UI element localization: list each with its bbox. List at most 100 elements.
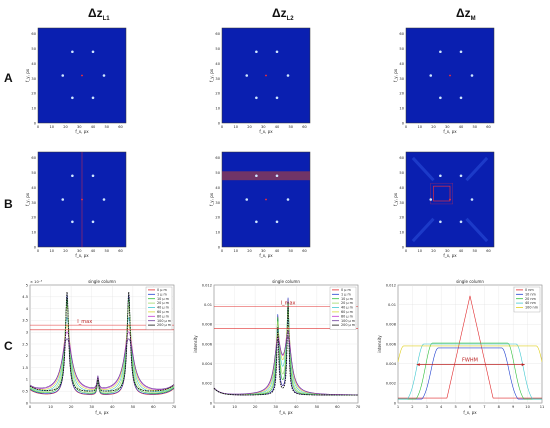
fwhm-label: FWHM — [462, 358, 478, 364]
y-tick-label: 0 — [402, 121, 405, 125]
center-marker — [81, 74, 83, 77]
series-line — [213, 336, 358, 396]
diffraction-spot — [429, 74, 433, 77]
y-tick-label: 60 — [31, 32, 36, 36]
x-tick-label: 30 — [77, 249, 82, 253]
x-axis-label: f_x, px — [443, 253, 457, 258]
y-axis-label: f_y, px — [25, 68, 30, 82]
diffraction-spot — [275, 96, 279, 100]
x-tick-label: 0 — [221, 125, 224, 129]
diffraction-spot — [255, 220, 258, 224]
diffraction-spot — [245, 198, 249, 201]
y-tick-label: 5 — [26, 283, 28, 287]
diffraction-spot — [255, 96, 258, 100]
x-tick-label: 10 — [232, 405, 237, 409]
series-line — [29, 298, 175, 394]
x-tick-label: 10 — [49, 249, 54, 253]
column-header-1: ΔzL1 — [88, 6, 110, 22]
x-tick-label: 10 — [233, 125, 238, 129]
legend-label: 20 nm — [525, 297, 537, 301]
y-tick-label: 0.006 — [386, 342, 397, 346]
legend-label: 200 μ m — [157, 323, 172, 327]
imax-label: I_max — [77, 319, 92, 325]
selection-box — [433, 185, 451, 202]
legend-label: 200 μ m — [341, 323, 356, 327]
x-tick-label: 30 — [445, 249, 450, 253]
center-marker — [265, 74, 267, 77]
chart-3: 1 2 3 4 5 6 7 8 9 10 11 0 0.002 0.004 0.006 0.008 0.01 0.… — [377, 279, 544, 415]
legend-label: 0 nm — [525, 288, 534, 292]
y-tick-label: 50 — [215, 171, 220, 175]
center-marker — [265, 198, 267, 201]
y-tick-label: 20 — [399, 216, 404, 220]
x-tick-label: 60 — [151, 405, 156, 409]
y-tick-label: 60 — [215, 156, 220, 160]
x-tick-label: 9 — [512, 405, 515, 409]
diffraction-spot — [470, 74, 474, 77]
streak — [465, 217, 489, 243]
y-tick-label: 0.004 — [202, 362, 213, 366]
y-tick-label: 60 — [31, 156, 36, 160]
y-tick-label: 60 — [399, 156, 404, 160]
x-axis-label: f_x, px — [259, 129, 273, 134]
legend-label: 10 nm — [525, 292, 537, 296]
x-tick-label: 30 — [273, 405, 278, 409]
x-tick-label: 10 — [48, 405, 53, 409]
y-axis-label: f_y, px — [25, 192, 30, 206]
x-tick-label: 40 — [110, 405, 115, 409]
y-tick-label: 50 — [31, 47, 36, 51]
imax-label: I_max — [281, 301, 296, 307]
series-line — [398, 342, 542, 400]
y-tick-label: 20 — [215, 92, 220, 96]
y-tick-label: 30 — [31, 77, 36, 81]
x-axis-label: f_x, px — [259, 253, 273, 258]
diffraction-spot — [439, 50, 442, 54]
y-tick-label: 0.012 — [386, 283, 396, 287]
y-tick-label: 0 — [210, 401, 213, 405]
legend-label: 1 μ m — [341, 292, 351, 296]
x-tick-label: 60 — [335, 405, 340, 409]
center-marker — [449, 198, 451, 201]
y-axis-label: intensity — [193, 335, 198, 353]
series-line — [29, 324, 175, 391]
y-tick-label: 50 — [215, 47, 220, 51]
chart-title: single column — [272, 279, 300, 284]
y-axis-label: f_y, px — [393, 192, 398, 206]
center-marker — [449, 74, 451, 77]
y-tick-label: 0.004 — [386, 362, 397, 366]
x-axis-label: f_x, px — [75, 253, 89, 258]
y-tick-label: 0.002 — [386, 382, 396, 386]
legend-label: 100 μ m — [341, 319, 356, 323]
selection-box-outer — [430, 182, 453, 205]
series-line — [29, 295, 175, 395]
y-tick-label: 10 — [31, 106, 36, 110]
diffraction-spot — [61, 198, 65, 201]
x-tick-label: 7 — [483, 405, 485, 409]
profile-charts: 0 10 20 30 40 50 60 7000.511.522.533.544.55sing… — [22, 279, 544, 415]
x-tick-label: 4 — [440, 405, 443, 409]
x-tick-label: 0 — [29, 405, 32, 409]
diffraction-spot — [459, 96, 463, 100]
x-tick-label: 40 — [275, 125, 280, 129]
series-line — [29, 294, 175, 395]
y-tick-label: 0.5 — [22, 390, 28, 394]
legend-label: 80 μ m — [341, 314, 354, 318]
selection-band — [222, 171, 310, 181]
x-tick-label: 0 — [405, 125, 408, 129]
image-panel-b2: 00 10 10 20 20 30 30 40 40 50 50 60 60 f_x, px f_y, px — [209, 151, 311, 258]
diffraction-spot — [91, 220, 95, 224]
x-tick-label: 30 — [261, 125, 266, 129]
legend-label: 100 μ m — [157, 319, 172, 323]
diffraction-spot — [71, 174, 74, 178]
y-tick-label: 4 — [26, 307, 29, 311]
y-tick-label: 2.5 — [22, 342, 28, 346]
y-tick-label: 50 — [399, 47, 404, 51]
x-tick-label: 40 — [294, 405, 299, 409]
image-panel-a3: 00 10 10 20 20 30 30 40 40 50 50 60 60 f_x, px f_y, px — [393, 27, 495, 134]
y-axis-label: f_y, px — [209, 192, 214, 206]
svg-text:ΔzM: ΔzM — [456, 6, 476, 22]
series-line — [397, 345, 543, 362]
diffraction-spot — [91, 96, 95, 100]
x-tick-label: 60 — [118, 249, 123, 253]
svg-text:ΔzL2: ΔzL2 — [272, 6, 294, 22]
